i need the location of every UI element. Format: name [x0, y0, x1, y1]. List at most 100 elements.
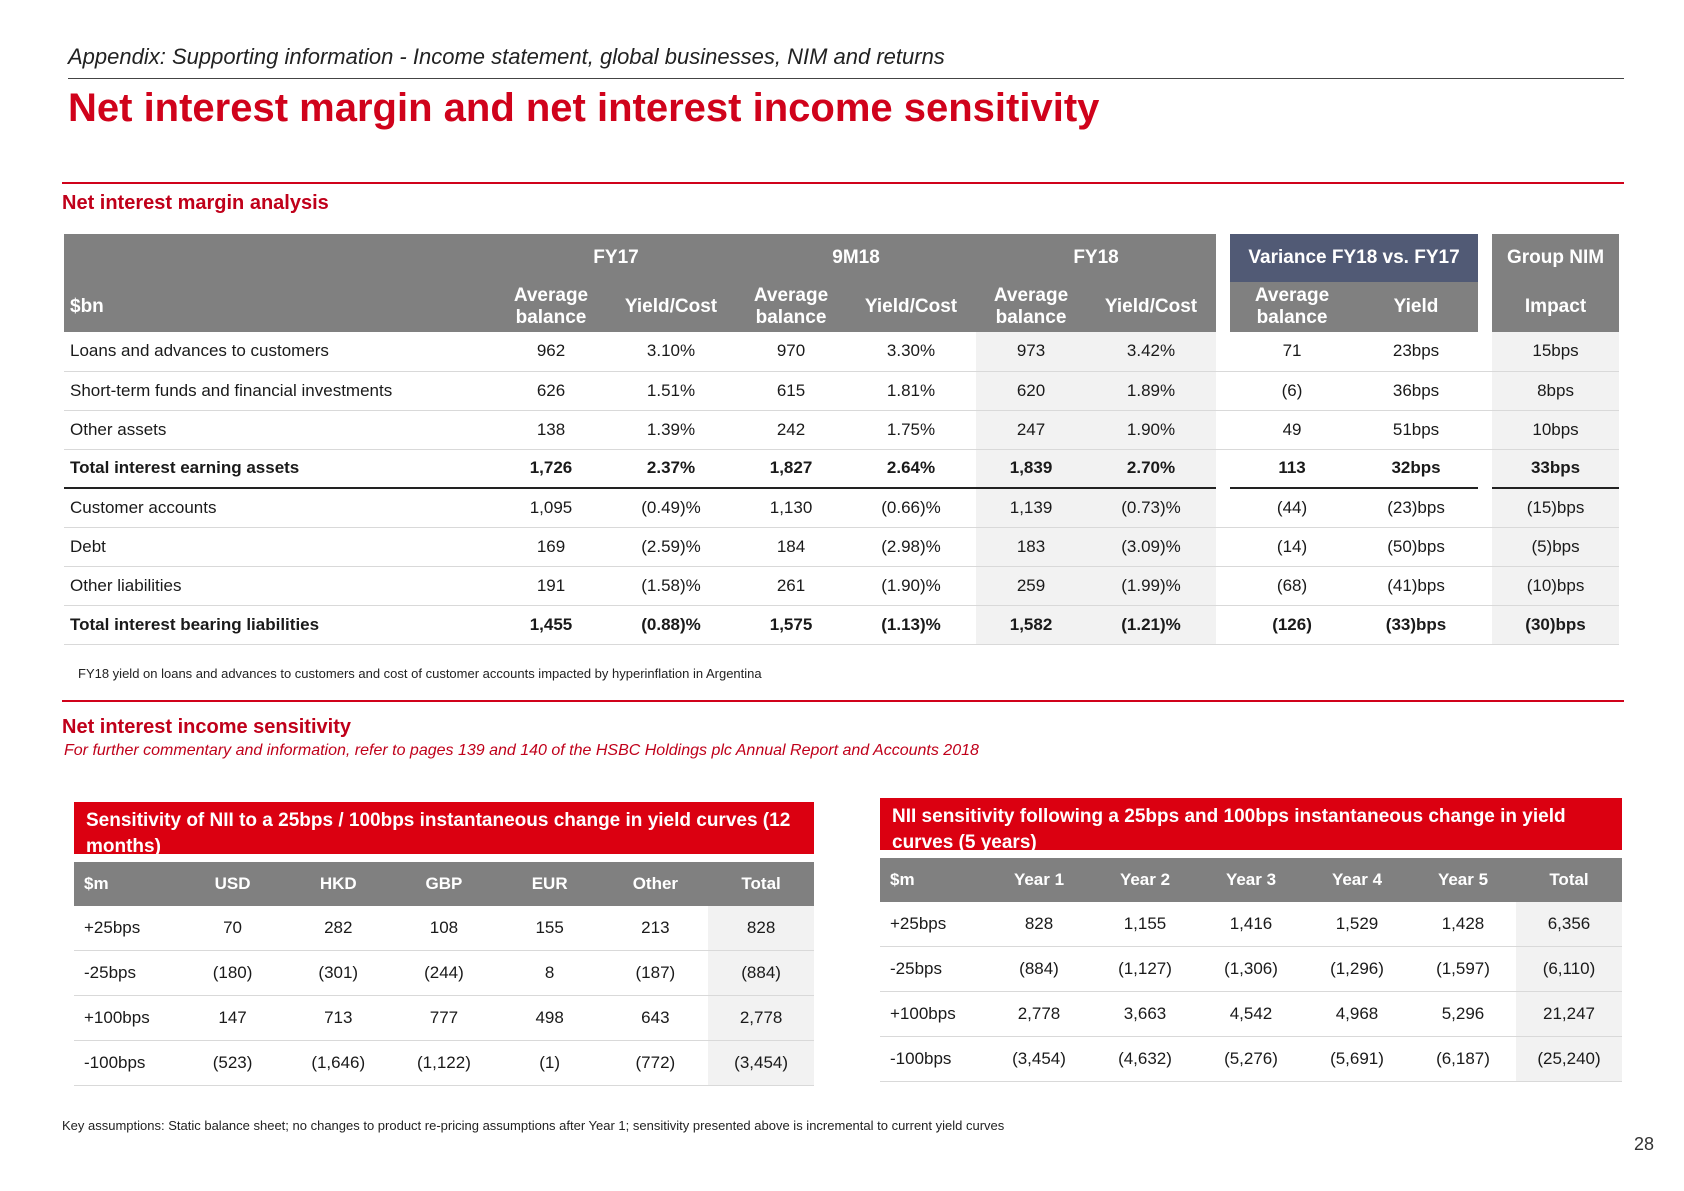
table-cell: 2.70%	[1086, 449, 1217, 489]
table-cell: (1.90)%	[846, 566, 977, 606]
table-cell: 10bps	[1492, 410, 1620, 450]
table-cell: (1)	[496, 1040, 603, 1086]
row-label: Total interest bearing liabilities	[64, 605, 496, 645]
table-cell: 261	[736, 566, 847, 606]
table-cell: 70	[179, 906, 286, 951]
nii-5y-table: $m Year 1 Year 2 Year 3 Year 4 Year 5 Total +2…	[880, 858, 1622, 1082]
nim-table-row: Customer accounts 1,095 (0.49)% 1,130 (0.66)…	[64, 488, 1620, 528]
group-header-fy17: FY17	[496, 234, 737, 282]
table-cell: +100bps	[74, 995, 180, 1041]
table-cell: (1,646)	[285, 1040, 392, 1086]
nii-12m-title: Sensitivity of NII to a 25bps / 100bps i…	[74, 802, 814, 857]
col-header: Total	[1516, 858, 1622, 902]
table-cell: (14)	[1230, 527, 1355, 567]
table-cell: (884)	[986, 946, 1092, 992]
table-cell: 51bps	[1354, 410, 1479, 450]
table-cell: (180)	[179, 950, 286, 996]
row-label: Other liabilities	[64, 566, 496, 606]
col-header-average-balance: Average balance	[496, 282, 606, 332]
table-cell: 138	[496, 410, 606, 450]
nii-12m-table: $m USD HKD GBP EUR Other Total +25bps 70 282 108 1…	[74, 862, 814, 1086]
table-cell: (187)	[602, 950, 709, 996]
table-cell: 1,575	[736, 605, 847, 645]
col-header: GBP	[391, 862, 497, 906]
table-cell: 973	[976, 332, 1087, 372]
table-cell: 155	[496, 906, 603, 951]
sensitivity-row: +100bps 147 713 777 498 643 2,778	[74, 995, 814, 1041]
table-cell: (126)	[1230, 605, 1355, 645]
table-cell: 108	[391, 906, 497, 951]
table-cell: 970	[736, 332, 847, 372]
table-cell: 242	[736, 410, 847, 450]
table-cell: (1.13)%	[846, 605, 977, 645]
page-title: Net interest margin and net interest inc…	[68, 86, 1100, 130]
table-cell: (41)bps	[1354, 566, 1479, 606]
table-cell: (3,454)	[708, 1040, 814, 1086]
table-cell: 713	[285, 995, 392, 1041]
table-cell: (50)bps	[1354, 527, 1479, 567]
column-gap	[1216, 566, 1231, 606]
header-gap	[1478, 234, 1493, 282]
table-cell: 1,839	[976, 449, 1087, 489]
column-gap	[1478, 527, 1493, 567]
table-cell: (1.58)%	[606, 566, 737, 606]
table-cell: 21,247	[1516, 991, 1622, 1037]
table-cell: 1.89%	[1086, 371, 1217, 411]
table-cell: 1,416	[1198, 902, 1304, 947]
col-header: Year 5	[1410, 858, 1516, 902]
col-header: HKD	[285, 862, 392, 906]
col-header-average-balance: Average balance	[736, 282, 847, 332]
sensitivity-row: -25bps (180) (301) (244) 8 (187) (884)	[74, 950, 814, 996]
table-cell: (301)	[285, 950, 392, 996]
table-cell: 777	[391, 995, 497, 1041]
header-spacer	[64, 234, 496, 282]
col-header: EUR	[496, 862, 603, 906]
table-cell: 247	[976, 410, 1087, 450]
col-header-yield: Yield	[1354, 282, 1479, 332]
col-header-impact: Impact	[1492, 282, 1620, 332]
table-cell: 23bps	[1354, 332, 1479, 372]
key-assumptions: Key assumptions: Static balance sheet; n…	[62, 1118, 1005, 1133]
column-gap	[1478, 410, 1493, 450]
table-cell: (1,597)	[1410, 946, 1516, 992]
table-cell: 2,778	[708, 995, 814, 1041]
col-header: $m	[880, 858, 986, 902]
table-cell: (3,454)	[986, 1036, 1092, 1082]
table-cell: 5,296	[1410, 991, 1516, 1037]
nim-table-panel: FY17 9M18 FY18 Variance FY18 vs. FY17 Gr…	[64, 234, 1620, 652]
table-cell: 2,778	[986, 991, 1092, 1037]
table-cell: 8bps	[1492, 371, 1620, 411]
row-label: Short-term funds and financial investmen…	[64, 371, 496, 411]
table-cell: 4,968	[1304, 991, 1410, 1037]
table-cell: -100bps	[880, 1036, 986, 1082]
table-cell: 191	[496, 566, 606, 606]
table-cell: 3.10%	[606, 332, 737, 372]
nii-5y-title: NII sensitivity following a 25bps and 10…	[880, 798, 1622, 853]
nim-section-title: Net interest margin analysis	[62, 192, 329, 214]
column-gap	[1478, 371, 1493, 411]
col-header-average-balance: Average balance	[976, 282, 1087, 332]
nim-table-row: Debt 169 (2.59)% 184 (2.98)% 183 (3.09)% (14) (5…	[64, 527, 1620, 567]
nim-table-row: Other assets 138 1.39% 242 1.75% 247 1.90% 49 51…	[64, 410, 1620, 450]
col-header: $m	[74, 862, 180, 906]
nim-table-row: Total interest bearing liabilities 1,455(…	[64, 605, 1620, 645]
group-header-variance: Variance FY18 vs. FY17	[1230, 234, 1479, 282]
sensitivity-section-title: Net interest income sensitivity	[62, 716, 351, 738]
table-cell: 498	[496, 995, 603, 1041]
table-cell: 184	[736, 527, 847, 567]
header-gap	[1216, 234, 1231, 282]
column-gap	[1478, 488, 1493, 528]
column-gap	[1216, 410, 1231, 450]
table-cell: 32bps	[1354, 449, 1479, 489]
table-cell: 1,139	[976, 488, 1087, 528]
header-gap	[1478, 282, 1493, 332]
table-cell: (15)bps	[1492, 488, 1620, 528]
col-header: Year 2	[1092, 858, 1198, 902]
col-header-average-balance: Average balance	[1230, 282, 1355, 332]
column-gap	[1478, 449, 1493, 488]
table-cell: (1,127)	[1092, 946, 1198, 992]
table-cell: 71	[1230, 332, 1355, 372]
table-cell: (0.73)%	[1086, 488, 1217, 528]
table-cell: 213	[602, 906, 709, 951]
table-cell: (6,187)	[1410, 1036, 1516, 1082]
